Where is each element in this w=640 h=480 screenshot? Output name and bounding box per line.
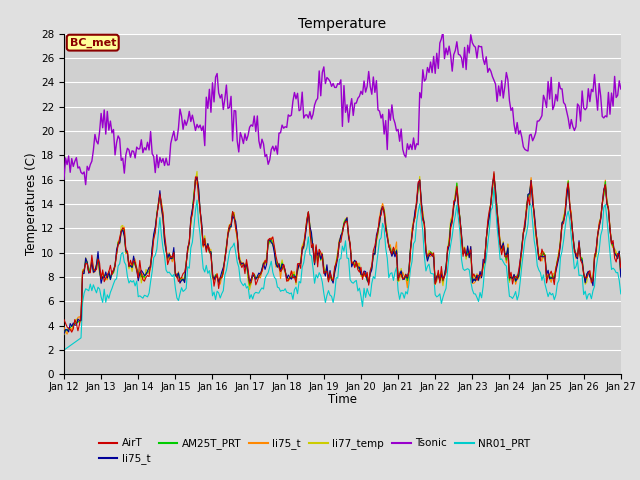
Legend: AirT, li75_t, AM25T_PRT, li75_t, li77_temp, Tsonic, NR01_PRT: AirT, li75_t, AM25T_PRT, li75_t, li77_te… — [95, 434, 534, 468]
Text: BC_met: BC_met — [70, 37, 116, 48]
Y-axis label: Temperatures (C): Temperatures (C) — [25, 153, 38, 255]
Title: Temperature: Temperature — [298, 17, 387, 31]
X-axis label: Time: Time — [328, 394, 357, 407]
